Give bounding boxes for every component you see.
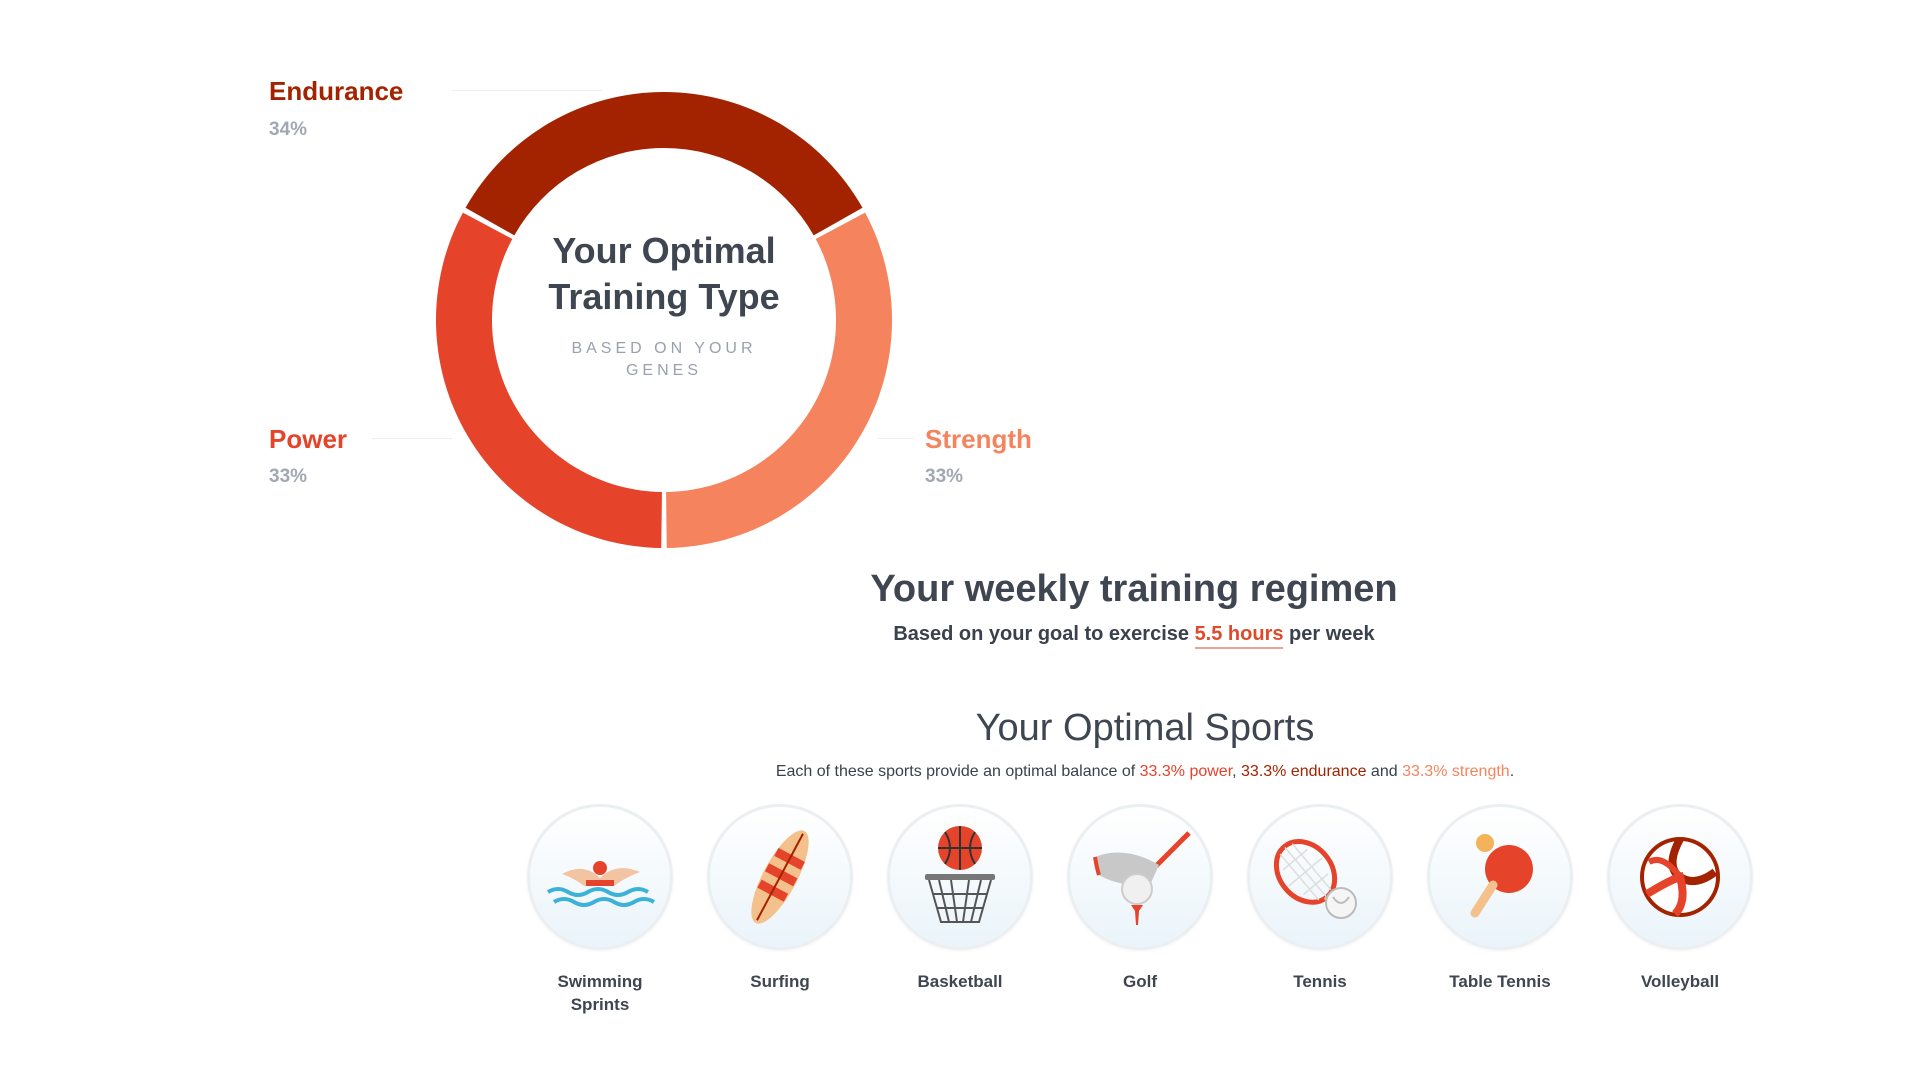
tennis-racket-icon: [1273, 839, 1357, 919]
sport-label: Swimming Sprints: [557, 972, 643, 1014]
tennis-icon-circle: [1247, 804, 1393, 950]
donut-segment-endurance: [465, 92, 863, 236]
sport-golf[interactable]: Golf: [1067, 804, 1213, 993]
table-tennis-icon-circle: [1427, 804, 1573, 950]
donut-segment-power: [436, 212, 662, 548]
swimmer-icon-circle: [527, 804, 673, 950]
sport-table-tennis[interactable]: Table Tennis: [1427, 804, 1573, 993]
sports-subtitle: Each of these sports provide an optimal …: [0, 763, 1920, 781]
regimen-subtitle: Based on your goal to exercise 5.5 hours…: [0, 623, 1920, 649]
basketball-hoop-icon: [925, 826, 995, 923]
strength-leader-line: [878, 438, 914, 439]
volleyball-icon-circle: [1607, 804, 1753, 950]
sports-sub-period: .: [1509, 763, 1515, 780]
strength-label: Strength: [925, 424, 1032, 454]
sport-label: Golf: [1123, 972, 1157, 991]
golf-icon-circle: [1067, 804, 1213, 950]
training-type-donut-chart: [436, 92, 892, 548]
power-label: Power: [269, 424, 348, 454]
sport-label: Table Tennis: [1449, 972, 1551, 991]
sport-tennis[interactable]: Tennis: [1247, 804, 1393, 993]
sport-swimming-sprints[interactable]: Swimming Sprints: [527, 804, 673, 1016]
power-balance: 33.3% power: [1139, 763, 1233, 780]
basketball-icon-circle: [887, 804, 1033, 950]
donut-segment-strength: [666, 212, 892, 548]
endurance-label: Endurance: [269, 76, 404, 106]
endurance-percent: 34%: [269, 119, 308, 140]
endurance-leader-line: [452, 90, 602, 91]
regimen-sub-prefix: Based on your goal to exercise: [893, 623, 1195, 645]
sports-sub-prefix: Each of these sports provide an optimal …: [775, 763, 1140, 780]
surfboard-icon-circle: [707, 804, 853, 950]
sport-label: Volleyball: [1640, 972, 1720, 991]
sport-surfing[interactable]: Surfing: [707, 804, 853, 993]
ping-pong-paddle-icon: [1470, 834, 1533, 918]
sport-label: Tennis: [1293, 972, 1347, 991]
strength-balance: 33.3% strength: [1402, 763, 1510, 780]
strength-percent: 33%: [925, 466, 964, 487]
sport-volleyball[interactable]: Volleyball: [1607, 804, 1753, 993]
endurance-balance: 33.3% endurance: [1241, 763, 1367, 780]
regimen-sub-suffix: per week: [1283, 623, 1375, 645]
surfboard-icon: [751, 830, 809, 924]
weekly-hours-link[interactable]: 5.5 hours: [1194, 623, 1284, 649]
sports-sub-and: and: [1366, 763, 1403, 780]
golf-club-icon: [1093, 831, 1191, 925]
power-leader-line: [372, 438, 452, 439]
sports-sub-comma: ,: [1232, 763, 1242, 780]
regimen-title: Your weekly training regimen: [870, 568, 1398, 610]
swimmer-icon: [546, 861, 656, 907]
sport-basketball[interactable]: Basketball: [887, 804, 1033, 993]
sports-title: Your Optimal Sports: [975, 707, 1315, 749]
volleyball-icon: [1640, 837, 1720, 917]
power-percent: 33%: [269, 466, 308, 487]
sport-label: Surfing: [750, 972, 810, 991]
sport-label: Basketball: [917, 972, 1003, 991]
